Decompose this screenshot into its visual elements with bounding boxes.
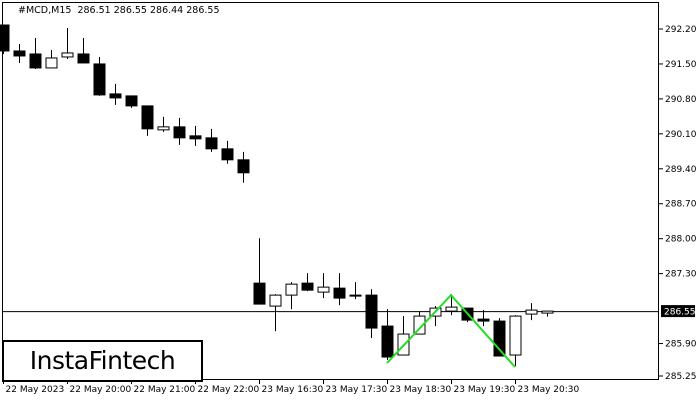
bullish-candle-body — [317, 286, 330, 293]
bearish-candle-body — [205, 137, 218, 150]
candle — [445, 294, 458, 316]
candle — [301, 273, 314, 292]
candle — [333, 273, 346, 306]
candle — [365, 289, 378, 339]
candle — [173, 117, 186, 145]
price-tick-label: 285.90 — [665, 340, 697, 350]
price-tick-label: 290.80 — [665, 95, 697, 105]
candle — [349, 282, 362, 300]
candle — [269, 294, 282, 332]
bullish-candle-body — [61, 52, 74, 58]
current-price-label: 286.55 — [664, 308, 696, 318]
bullish-candle-body — [525, 309, 538, 315]
price-tick-label: 288.70 — [665, 200, 697, 210]
bearish-candle-body — [13, 50, 26, 57]
bullish-candle-body — [541, 310, 554, 314]
candle — [61, 28, 74, 59]
time-axis: 22 May 2023 22 May 20:00 22 May 21:00 22 Ma… — [3, 380, 580, 395]
candle — [285, 282, 298, 310]
bearish-candle-body — [77, 53, 90, 64]
symbol-label: #MCD,M15 — [18, 5, 72, 16]
bearish-candle-body — [109, 93, 122, 99]
double-bottom-pattern-line — [386, 293, 516, 368]
bullish-candle-body — [413, 315, 426, 335]
bearish-candle-body — [93, 63, 106, 96]
candle — [77, 37, 90, 64]
candle — [0, 24, 10, 54]
candle — [541, 310, 554, 317]
time-tick-label: 23 May 16:30 — [262, 385, 324, 395]
bearish-candle-body — [477, 318, 490, 322]
instafintech-logo: InstaFintech — [2, 340, 203, 382]
bearish-candle-body — [365, 294, 378, 329]
price-tick-label: 292.20 — [665, 25, 697, 35]
bullish-candle-body — [45, 57, 58, 69]
candle — [157, 116, 170, 132]
time-tick-label: 22 May 20:00 — [70, 385, 132, 395]
bearish-candle-body — [493, 320, 506, 357]
candle — [205, 128, 218, 152]
bearish-candle-body — [349, 294, 362, 297]
bearish-candle-body — [189, 135, 202, 140]
time-tick-label: 23 May 20:30 — [518, 385, 580, 395]
candle — [141, 105, 154, 136]
time-tick-label: 22 May 21:00 — [134, 385, 196, 395]
candle — [413, 311, 426, 335]
ohlc-readout: 286.51 286.55 286.44 286.55 — [77, 5, 220, 16]
candle — [525, 303, 538, 321]
time-tick-label: 22 May 22:00 — [198, 385, 260, 395]
candle — [45, 49, 58, 69]
bullish-candle-body — [269, 294, 282, 307]
candle — [317, 273, 330, 299]
bearish-candle-body — [141, 105, 154, 130]
bearish-candle-body — [333, 287, 346, 299]
bearish-candle-body — [29, 53, 42, 69]
bullish-candle-body — [509, 315, 522, 356]
price-tick-label: 290.10 — [665, 130, 697, 140]
bullish-candle-body — [445, 306, 458, 312]
candle — [125, 95, 138, 108]
price-axis: 292.20 291.50 290.80 290.10 289.40 288.70 288.… — [659, 25, 697, 382]
candle — [109, 83, 122, 105]
bearish-candle-body — [173, 126, 186, 139]
price-tick-label: 291.50 — [665, 60, 697, 70]
bearish-candle-body — [0, 24, 10, 52]
current-price-badge — [661, 305, 695, 318]
candle — [29, 37, 42, 69]
candle — [93, 56, 106, 96]
bearish-candle-body — [253, 282, 266, 305]
bullish-candle-body — [157, 126, 170, 131]
bearish-candle-body — [381, 325, 394, 358]
chart-title: #MCD,M15 286.51 286.55 286.44 286.55 — [18, 5, 220, 16]
price-tick-label: 289.40 — [665, 165, 697, 175]
time-tick-label: 23 May 18:30 — [390, 385, 452, 395]
candle — [509, 315, 522, 367]
price-tick-label: 287.30 — [665, 270, 697, 280]
plot-frame — [2, 2, 659, 380]
candle — [13, 43, 26, 63]
bearish-candle-body — [237, 159, 250, 174]
candle — [237, 151, 250, 183]
candle — [189, 125, 202, 146]
price-tick-label: 285.25 — [665, 372, 697, 382]
candle — [381, 309, 394, 361]
time-tick-label: 23 May 19:30 — [454, 385, 516, 395]
bullish-candle-body — [285, 283, 298, 296]
bearish-candle-body — [301, 282, 314, 291]
candle — [221, 140, 234, 164]
price-tick-label: 288.00 — [665, 235, 697, 245]
time-tick-label: 22 May 2023 — [6, 385, 65, 395]
candles-layer — [0, 24, 659, 368]
time-tick-label: 23 May 17:30 — [326, 385, 388, 395]
bearish-candle-body — [221, 148, 234, 161]
candle — [253, 238, 266, 305]
candle — [477, 310, 490, 327]
bearish-candle-body — [125, 95, 138, 107]
